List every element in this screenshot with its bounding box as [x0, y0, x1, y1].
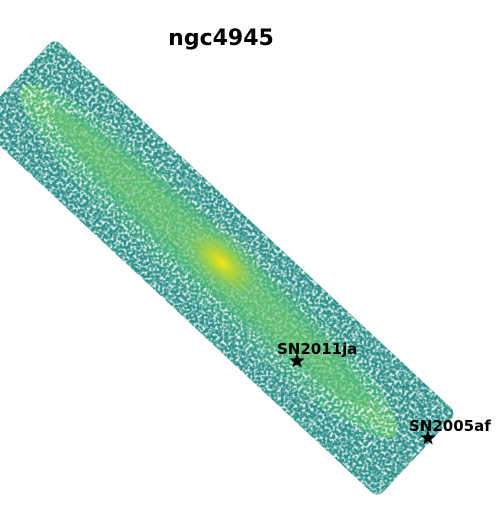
supernova-label: SN2011ja	[277, 340, 358, 358]
galaxy-bulge-inner	[189, 231, 254, 294]
supernova-label: SN2005af	[409, 417, 491, 435]
image-title: ngc4945	[168, 26, 274, 51]
star-icon	[420, 430, 436, 445]
star-icon	[289, 353, 305, 368]
